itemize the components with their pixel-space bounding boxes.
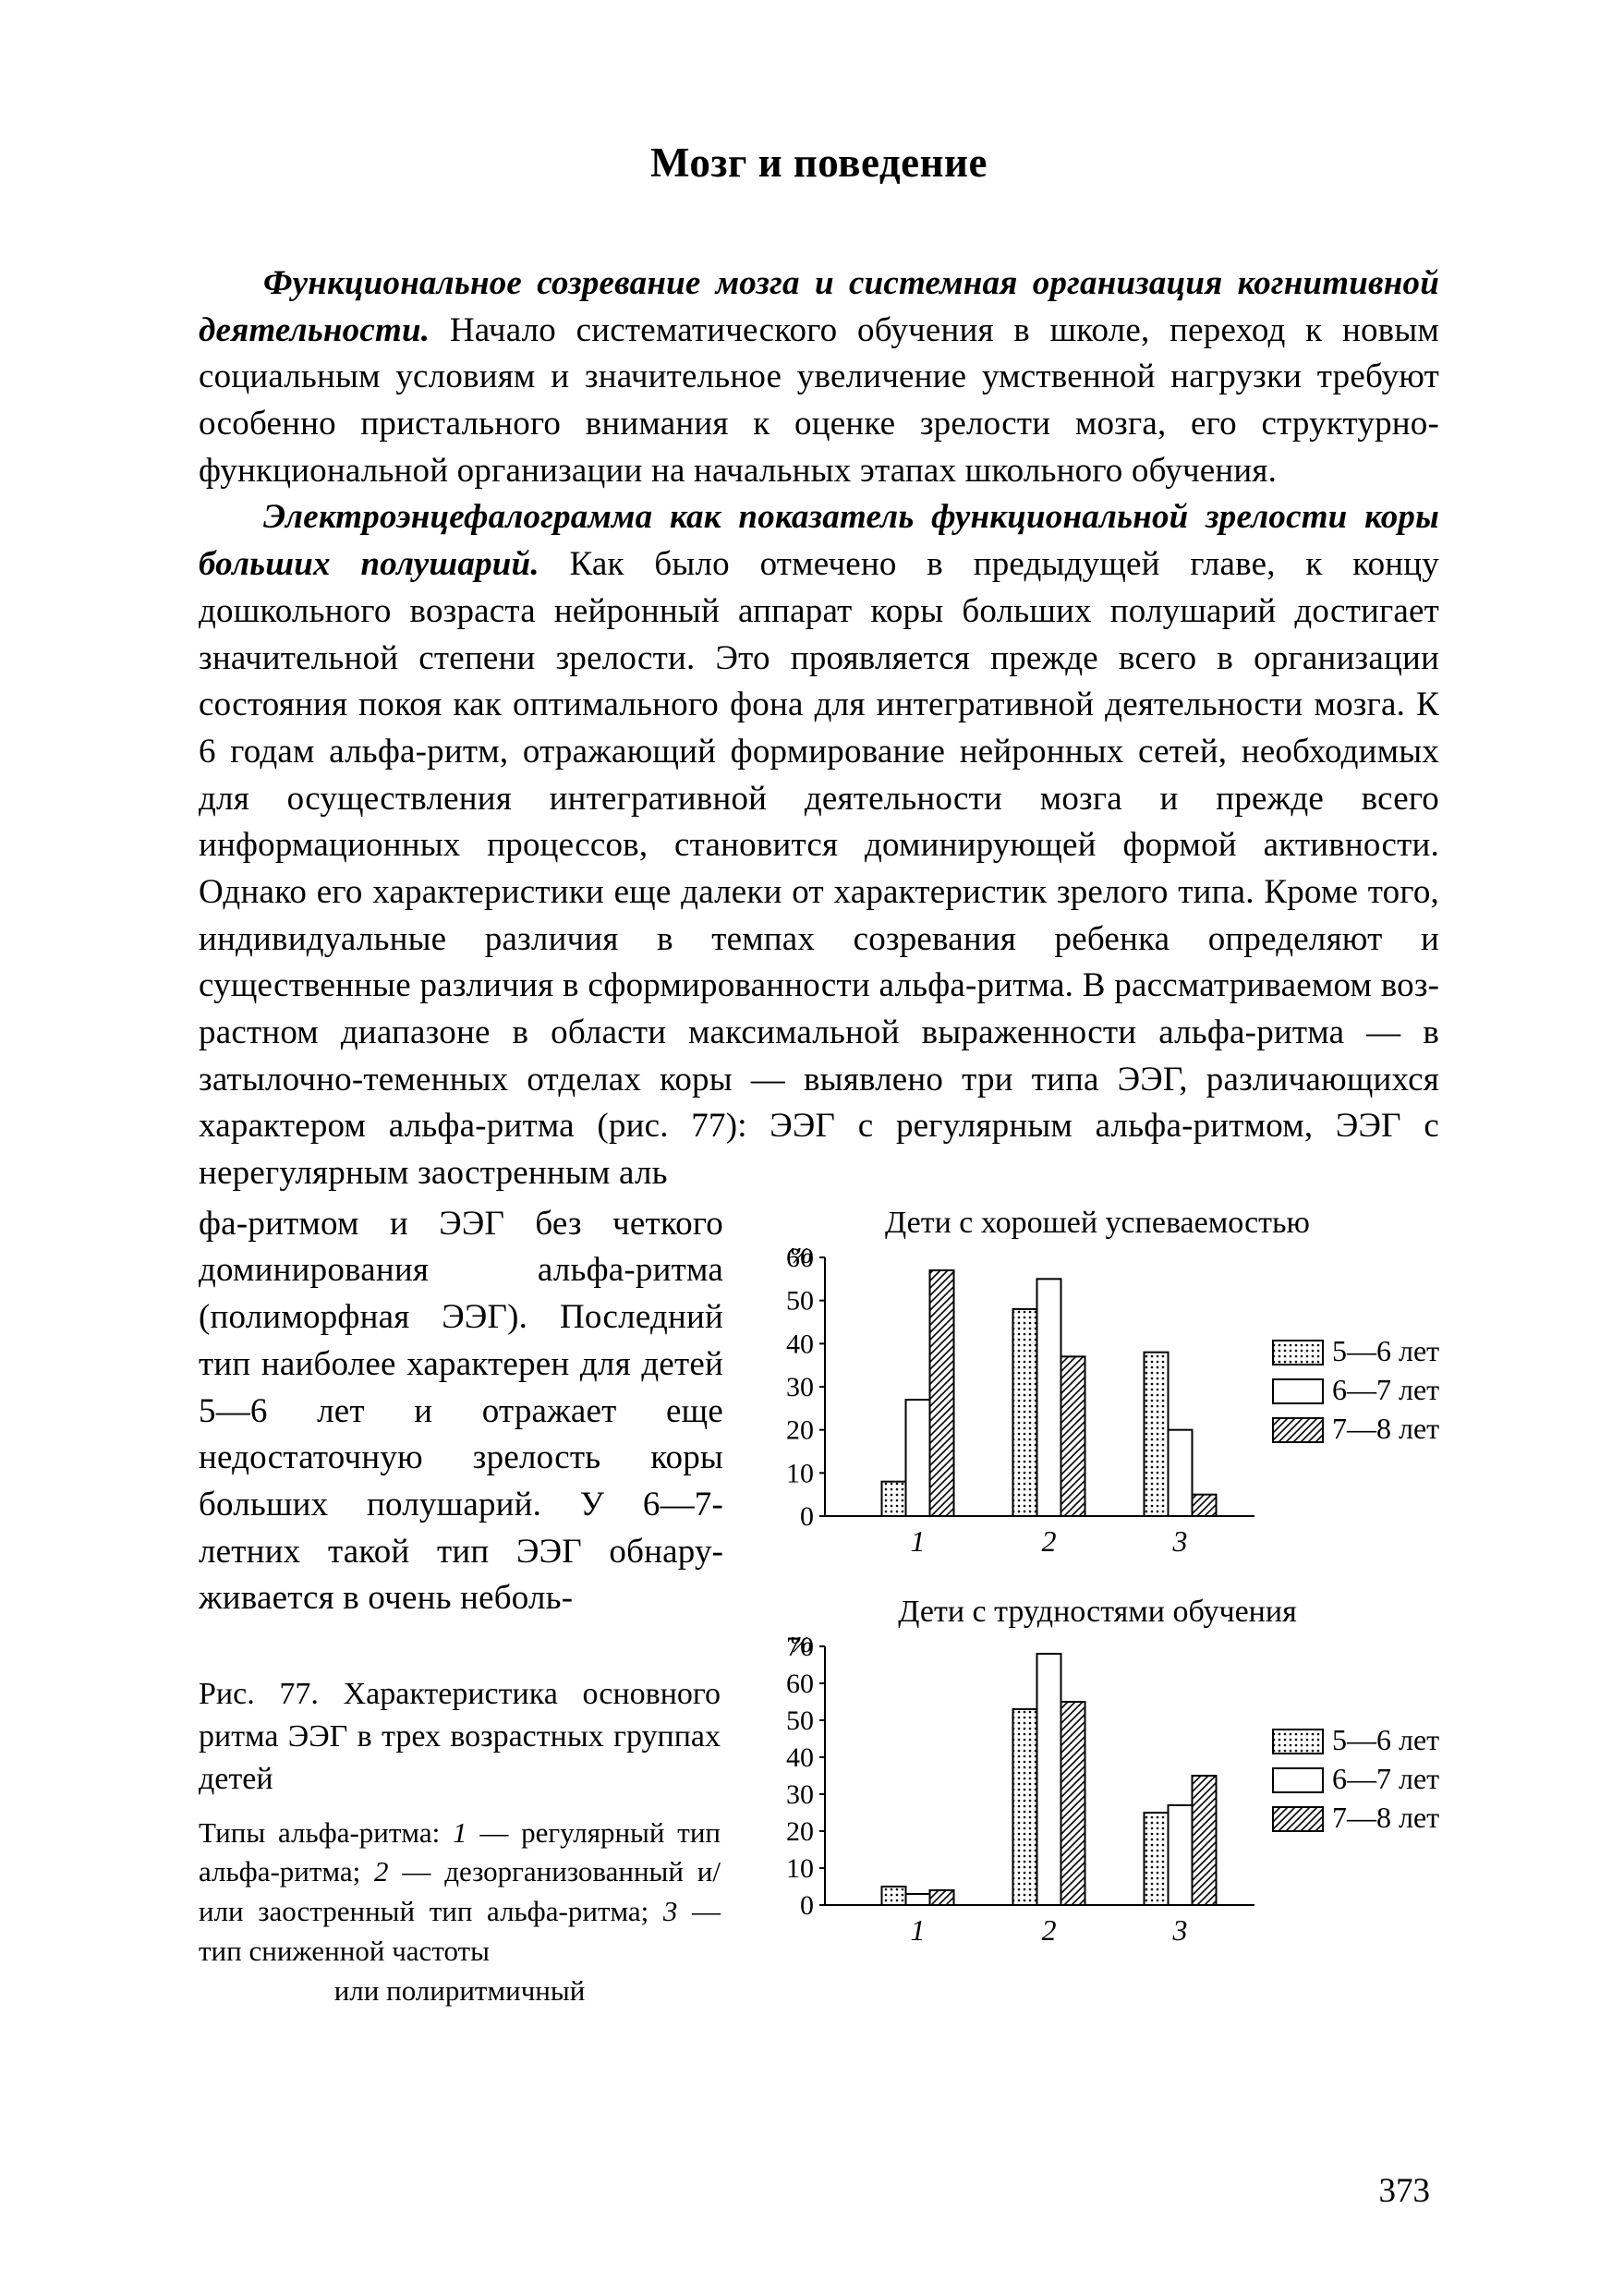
chart-bottom-title: Дети с трудностями обучения — [756, 1595, 1439, 1630]
page-title: Мозг и поведение — [199, 139, 1439, 187]
svg-text:5—6 лет: 5—6 лет — [1332, 1334, 1439, 1367]
svg-text:5—6 лет: 5—6 лет — [1332, 1723, 1439, 1756]
svg-text:40: 40 — [786, 1329, 814, 1359]
chart-top-title: Дети с хорошей успеваемостью — [756, 1206, 1439, 1241]
p2-rest: Как было отмечено в предыдущей главе, к … — [199, 545, 1439, 1192]
chart-top-svg: %01020304050601235—6 лет6—7 лет7—8 лет — [756, 1248, 1439, 1567]
svg-text:40: 40 — [786, 1742, 814, 1773]
figcap-i2: 2 — [374, 1855, 389, 1887]
svg-text:2: 2 — [1042, 1913, 1057, 1947]
page-container: Мозг и поведение Функциональное созреван… — [0, 0, 1624, 2294]
svg-text:1: 1 — [911, 1524, 926, 1558]
svg-text:2: 2 — [1042, 1524, 1057, 1558]
figure-caption-main: Рис. 77. Характеристика ос­новного ритма… — [199, 1673, 721, 1801]
svg-text:50: 50 — [786, 1285, 814, 1316]
figcap-prefix: Типы альфа-ритма: — [199, 1816, 453, 1849]
chart-top: Дети с хорошей успеваемостью %0102030405… — [756, 1206, 1439, 1567]
figcap-i1: 1 — [453, 1816, 467, 1849]
svg-text:3: 3 — [1172, 1524, 1188, 1558]
svg-text:60: 60 — [786, 1669, 814, 1699]
svg-text:10: 10 — [786, 1458, 814, 1488]
svg-text:6—7 лет: 6—7 лет — [1332, 1373, 1439, 1406]
paragraph-2: Электроэнцефалограмма как показатель фун… — [199, 494, 1439, 1196]
svg-text:20: 20 — [786, 1816, 814, 1847]
svg-text:7—8 лет: 7—8 лет — [1332, 1801, 1439, 1834]
figure-77: Дети с хорошей успеваемостью %0102030405… — [756, 1206, 1439, 1956]
chart-bottom: Дети с трудностями обучения %01020304050… — [756, 1595, 1439, 1956]
wrap-zone: Дети с хорошей успеваемостью %0102030405… — [199, 1201, 1439, 2011]
svg-text:30: 30 — [786, 1779, 814, 1810]
svg-text:20: 20 — [786, 1414, 814, 1445]
figure-caption: Рис. 77. Характеристика ос­новного ритма… — [199, 1673, 728, 2011]
figcap-i3: 3 — [663, 1895, 678, 1927]
svg-text:3: 3 — [1172, 1913, 1188, 1947]
figure-caption-sub: Типы альфа-ритма: 1 — регу­лярный тип ал… — [199, 1814, 721, 2011]
svg-text:60: 60 — [786, 1248, 814, 1273]
svg-text:6—7 лет: 6—7 лет — [1332, 1762, 1439, 1795]
page-number: 373 — [1379, 2171, 1431, 2211]
svg-text:1: 1 — [911, 1913, 926, 1947]
svg-text:30: 30 — [786, 1372, 814, 1402]
svg-text:7—8 лет: 7—8 лет — [1332, 1412, 1439, 1445]
svg-text:0: 0 — [800, 1890, 814, 1921]
svg-text:50: 50 — [786, 1705, 814, 1736]
svg-text:10: 10 — [786, 1853, 814, 1884]
figcap-last: или полиритмичный — [199, 1972, 721, 2011]
chart-bottom-svg: %0102030405060701235—6 лет6—7 лет7—8 лет — [756, 1637, 1439, 1956]
svg-text:0: 0 — [800, 1501, 814, 1532]
paragraph-1: Функциональное созревание мозга и систем… — [199, 261, 1439, 494]
svg-text:70: 70 — [786, 1637, 814, 1662]
